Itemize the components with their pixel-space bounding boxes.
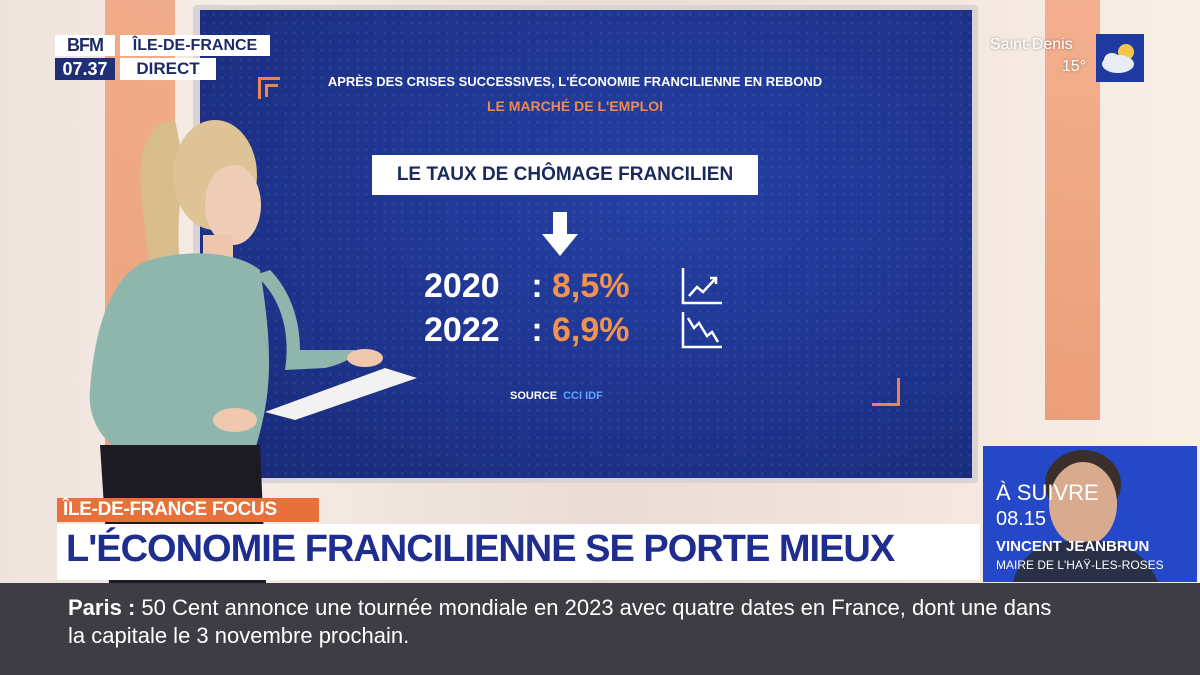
- corner-bracket-bottom-right: [872, 378, 900, 406]
- stat-value: 6,9%: [552, 310, 630, 349]
- source-label: SOURCE: [510, 390, 558, 402]
- weather-temperature: 15°: [1062, 58, 1087, 75]
- stat-colon: :: [531, 310, 543, 349]
- screen-subtitle: LE MARCHÉ DE L'EMPLOI: [487, 98, 663, 114]
- ticker-city: Paris: [68, 595, 122, 620]
- news-ticker: [0, 583, 1200, 675]
- channel-region: ÎLE-DE-FRANCE: [120, 35, 270, 56]
- headline: L'ÉCONOMIE FRANCILIENNE SE PORTE MIEUX: [66, 528, 895, 570]
- program-tag: ÎLE-DE-FRANCE FOCUS: [57, 498, 319, 522]
- weather-city: Saint-Denis: [990, 36, 1073, 53]
- ticker-separator: :: [127, 595, 136, 620]
- stat-year: 2022: [424, 310, 500, 349]
- corner-bracket-top-left: [258, 77, 280, 99]
- cloud-sun-icon: [1096, 34, 1144, 82]
- stat-row-2020: 2020 : 8,5%: [424, 266, 724, 306]
- guest-photo: [983, 446, 1197, 582]
- arrow-down-icon: [542, 212, 578, 256]
- trend-up-icon: [681, 268, 722, 305]
- next-up-label: À SUIVRE: [996, 480, 1099, 505]
- channel-time: 07.37: [55, 58, 115, 80]
- next-up-time: 08.15: [996, 508, 1047, 530]
- screen-title: APRÈS DES CRISES SUCCESSIVES, L'ÉCONOMIE…: [327, 74, 823, 89]
- studio-pillar-right: [1045, 0, 1100, 420]
- live-badge: DIRECT: [120, 58, 216, 80]
- channel-logo: BFM: [55, 35, 115, 56]
- source-value: CCI IDF: [563, 390, 603, 402]
- screen-label-box: LE TAUX DE CHÔMAGE FRANCILIEN: [372, 155, 758, 195]
- trend-down-icon: [681, 312, 722, 349]
- headline-bar: [57, 524, 980, 580]
- guest-name: VINCENT JEANBRUN: [996, 538, 1150, 555]
- screen-source: SOURCE CCI IDF: [510, 390, 603, 402]
- guest-role: MAIRE DE L'HAŸ-LES-ROSES: [996, 558, 1164, 572]
- stat-year: 2020: [424, 266, 500, 305]
- stat-row-2022: 2022 : 6,9%: [424, 310, 724, 350]
- stat-value: 8,5%: [552, 266, 630, 305]
- ticker-story: 50 Cent annonce une tournée mondiale en …: [68, 595, 1052, 648]
- ticker-text: Paris : 50 Cent annonce une tournée mond…: [68, 594, 1068, 650]
- next-up-panel: [983, 446, 1197, 582]
- stat-colon: :: [531, 266, 543, 305]
